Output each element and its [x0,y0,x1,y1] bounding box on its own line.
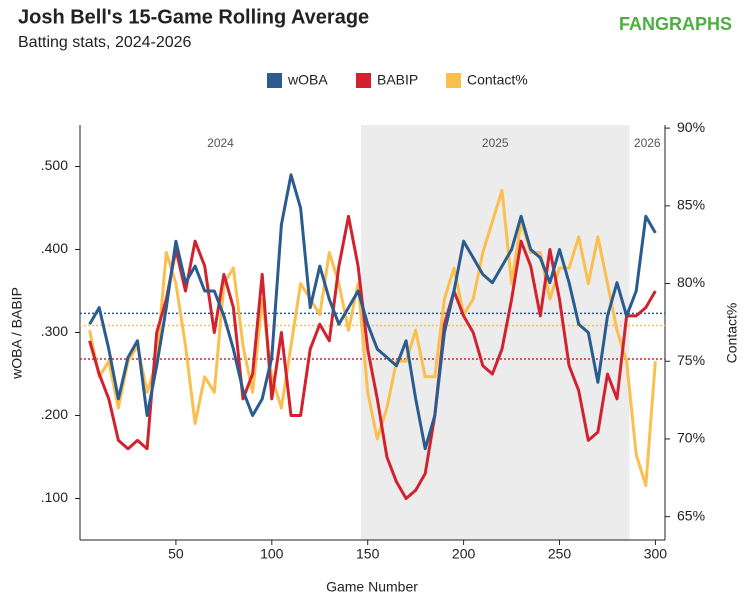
legend-label: BABIP [377,72,418,88]
legend-label: Contact% [467,72,528,88]
legend-swatch [267,73,282,88]
y2-axis-label: Contact% [724,303,740,364]
x-tick-label: 50 [168,546,184,562]
series-line [88,173,657,451]
chart-title: Josh Bell's 15-Game Rolling Average [18,6,369,28]
season-label: 2025 [482,136,509,150]
legend-label: wOBA [287,72,328,88]
chart-subtitle: Batting stats, 2024-2026 [18,34,192,51]
y-tick-label: .500 [41,157,68,173]
y-tick-label: .200 [41,406,68,422]
y2-tick-label: 80% [677,274,705,290]
y-tick-label: .300 [41,323,68,339]
y2-tick-label: 75% [677,352,705,368]
legend-swatch [356,73,371,88]
y2-tick-label: 85% [677,197,705,213]
season-shade [360,125,630,540]
x-tick-label: 150 [356,546,380,562]
series-line [88,214,657,500]
y-tick-label: .100 [41,489,68,505]
x-tick-label: 250 [548,546,572,562]
y2-tick-label: 70% [677,430,705,446]
series-line [88,188,657,488]
y-axis-label: wOBA / BABIP [9,287,25,380]
x-tick-label: 200 [452,546,476,562]
legend-swatch [446,73,461,88]
season-label: 2024 [207,136,234,150]
y2-tick-label: 90% [677,119,705,135]
x-tick-label: 300 [644,546,668,562]
x-axis-label: Game Number [326,579,418,595]
x-tick-label: 100 [260,546,284,562]
season-label: 2026 [634,136,661,150]
brand-logo: FANGRAPHS [619,14,732,34]
y2-tick-label: 65% [677,507,705,523]
y-tick-label: .400 [41,240,68,256]
